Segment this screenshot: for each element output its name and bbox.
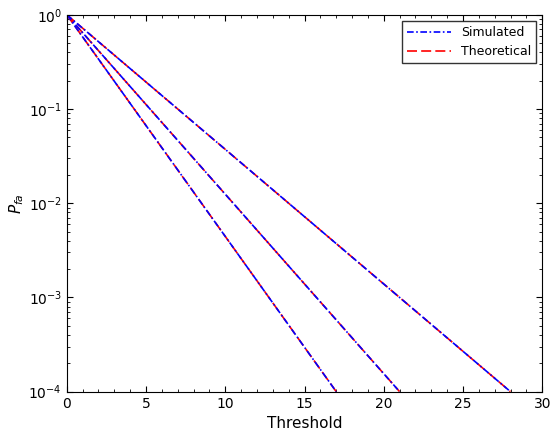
X-axis label: Threshold: Threshold (267, 416, 342, 431)
Legend: Simulated, Theoretical: Simulated, Theoretical (402, 21, 536, 63)
Y-axis label: $P_{fa}$: $P_{fa}$ (7, 193, 26, 214)
